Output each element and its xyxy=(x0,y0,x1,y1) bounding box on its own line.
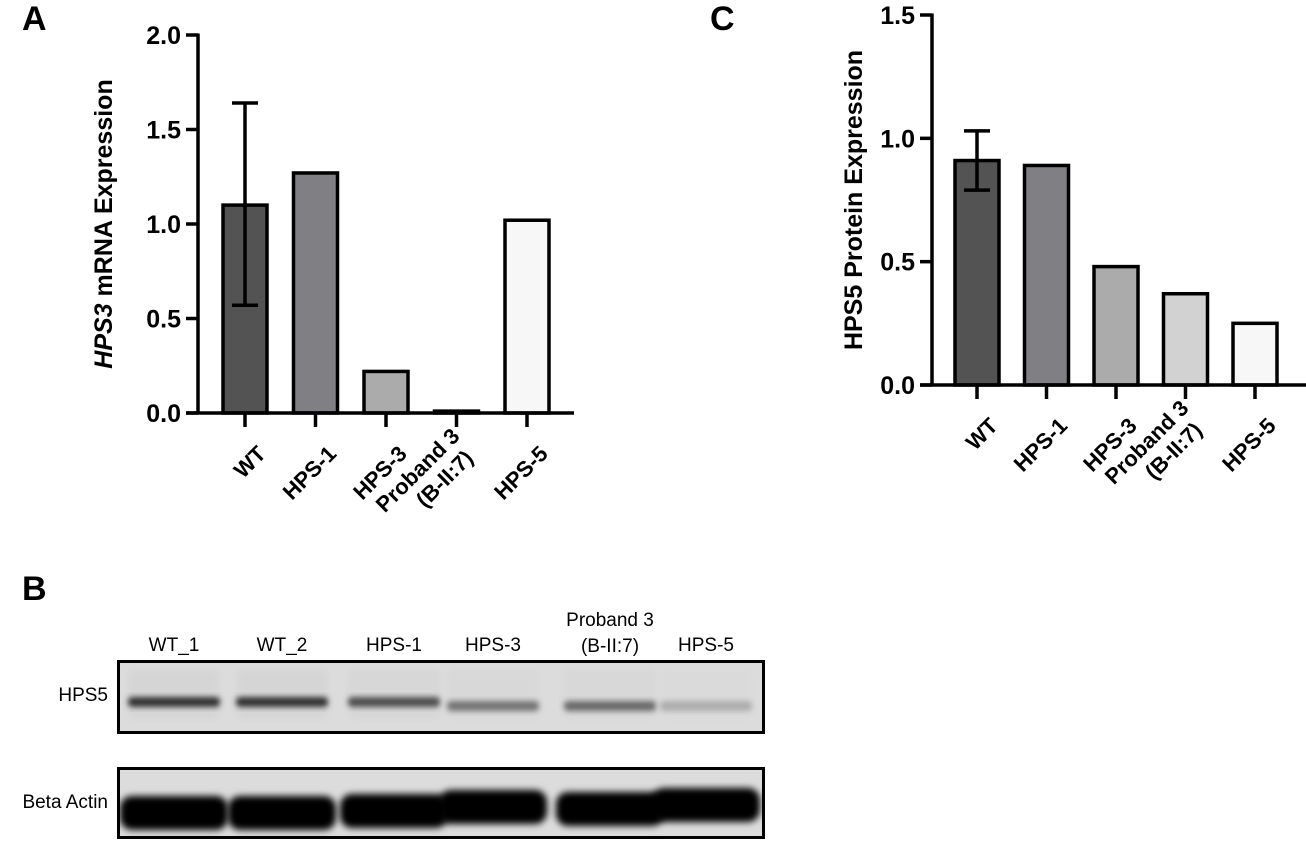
x-category-label: WT xyxy=(229,441,271,483)
svg-text:HPS-1: HPS-1 xyxy=(1009,413,1072,476)
beta-actin-blot xyxy=(117,767,765,839)
svg-text:HPS-5: HPS-5 xyxy=(489,441,552,504)
band xyxy=(439,790,547,824)
x-category-label: HPS-1 xyxy=(1009,413,1072,476)
svg-text:HPS-5: HPS-5 xyxy=(1217,413,1280,476)
y-axis-label: HPS3 mRNA Expression xyxy=(90,79,118,368)
band xyxy=(660,701,752,711)
svg-text:HPS-1: HPS-1 xyxy=(278,441,341,504)
band xyxy=(128,697,220,707)
y-tick-label: 1.5 xyxy=(146,117,181,145)
bar xyxy=(362,369,410,415)
bar xyxy=(1161,291,1210,387)
bar xyxy=(953,158,1001,387)
lane-label: HPS-3 xyxy=(465,635,521,656)
lane-label: HPS-1 xyxy=(366,635,422,656)
y-tick-label: 0.5 xyxy=(880,249,915,277)
panel-b-letter: B xyxy=(22,570,47,608)
band xyxy=(652,788,760,822)
band xyxy=(228,796,336,830)
y-axis-label: HPS5 Protein Expression xyxy=(840,50,868,350)
bar xyxy=(1092,264,1140,387)
bar xyxy=(1231,321,1279,387)
band xyxy=(120,796,228,830)
bar xyxy=(291,171,340,415)
panel-c-letter: C xyxy=(710,0,735,38)
blot-row-label: HPS5 xyxy=(58,685,108,706)
band xyxy=(236,697,328,707)
y-tick-label: 1.0 xyxy=(146,211,181,239)
y-tick-label: 1.0 xyxy=(880,125,915,153)
lane-label: WT_1 xyxy=(148,635,200,656)
y-tick-label: 0.5 xyxy=(146,306,181,334)
panel-a-letter: A xyxy=(22,0,47,38)
band xyxy=(564,701,656,711)
y-tick-label: 0.0 xyxy=(146,400,181,428)
y-tick-label: 1.5 xyxy=(880,2,915,30)
bar xyxy=(1022,163,1071,387)
y-tick-label: 2.0 xyxy=(146,22,181,50)
lane-label: WT_2 xyxy=(256,635,308,656)
lane-label: Proband 3 (B-II:7) xyxy=(566,610,654,657)
x-category-label: HPS-5 xyxy=(489,441,552,504)
x-category-label: HPS-5 xyxy=(1217,413,1280,476)
svg-text:WT: WT xyxy=(229,441,271,483)
band xyxy=(340,794,448,828)
x-category-label: HPS-1 xyxy=(278,441,341,504)
blot-row-label: Beta Actin xyxy=(22,792,108,813)
hps5-blot xyxy=(117,660,765,734)
y-tick-label: 0.0 xyxy=(880,372,915,400)
svg-text:WT: WT xyxy=(961,413,1003,455)
bar xyxy=(503,218,551,415)
lane-label: HPS-5 xyxy=(678,635,734,656)
x-category-label: WT xyxy=(961,413,1003,455)
band xyxy=(348,697,440,707)
band xyxy=(556,792,664,826)
band xyxy=(447,701,539,711)
